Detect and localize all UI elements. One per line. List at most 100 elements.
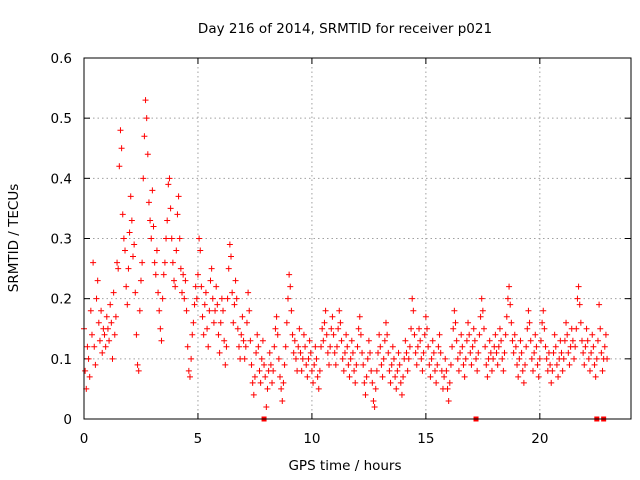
data-point (404, 367, 411, 374)
data-point (139, 259, 146, 266)
data-point (378, 361, 385, 368)
data-point (228, 253, 235, 260)
data-point (184, 343, 191, 350)
data-point (450, 325, 457, 332)
data-point (337, 319, 344, 326)
data-point (524, 325, 531, 332)
data-point (517, 337, 524, 344)
data-point (238, 331, 245, 338)
data-point (119, 211, 126, 218)
data-point (455, 367, 462, 374)
data-point (112, 313, 119, 320)
data-point (221, 337, 228, 344)
data-point (504, 295, 511, 302)
data-point (461, 373, 468, 380)
x-tick-label: 15 (417, 431, 434, 447)
data-point (531, 349, 538, 356)
data-point (257, 379, 264, 386)
data-point (153, 247, 160, 254)
data-point (149, 187, 156, 194)
data-point (156, 307, 163, 314)
data-point (476, 331, 483, 338)
data-point (592, 373, 599, 380)
data-point (302, 343, 309, 350)
data-point (209, 295, 216, 302)
data-point (142, 97, 149, 104)
data-point (516, 355, 523, 362)
data-point (460, 361, 467, 368)
data-point (585, 355, 592, 362)
data-point (278, 385, 285, 392)
data-point (230, 319, 237, 326)
data-point (457, 349, 464, 356)
data-point (212, 307, 219, 314)
data-point (137, 277, 144, 284)
data-point (360, 361, 367, 368)
data-point (353, 361, 360, 368)
data-point (580, 349, 587, 356)
data-point (134, 361, 141, 368)
data-point (157, 325, 164, 332)
data-point (540, 307, 547, 314)
data-point (135, 367, 142, 374)
data-point (318, 343, 325, 350)
data-point (262, 373, 269, 380)
data-point (506, 283, 513, 290)
data-point (582, 343, 589, 350)
data-point (152, 271, 159, 278)
data-point (267, 361, 274, 368)
data-point (468, 361, 475, 368)
data-point (256, 367, 263, 374)
data-point (549, 367, 556, 374)
data-point (326, 361, 333, 368)
data-point (431, 367, 438, 374)
data-point (239, 313, 246, 320)
data-point (101, 331, 108, 338)
data-point (410, 307, 417, 314)
data-point (593, 355, 600, 362)
data-points (81, 97, 611, 422)
data-point (341, 349, 348, 356)
data-point (425, 343, 432, 350)
data-point (451, 307, 458, 314)
data-point (197, 247, 204, 254)
data-point (313, 355, 320, 362)
data-point (216, 349, 223, 356)
data-point (235, 343, 242, 350)
data-point (266, 349, 273, 356)
data-point (271, 343, 278, 350)
data-point (179, 289, 186, 296)
data-point (555, 373, 562, 380)
data-point (414, 343, 421, 350)
data-point (396, 361, 403, 368)
data-point (548, 379, 555, 386)
data-point (158, 337, 165, 344)
data-point (226, 241, 233, 248)
data-point (583, 325, 590, 332)
data-point (371, 403, 378, 410)
data-point (242, 343, 249, 350)
data-point (322, 307, 329, 314)
data-point (232, 277, 239, 284)
data-point (559, 367, 566, 374)
data-point (561, 337, 568, 344)
y-tick-label: 0.1 (51, 352, 72, 368)
data-point (412, 349, 419, 356)
data-point (319, 325, 326, 332)
data-point (429, 337, 436, 344)
data-point (127, 193, 134, 200)
data-point (115, 265, 122, 272)
data-point (106, 337, 113, 344)
data-point (515, 373, 522, 380)
data-point (104, 325, 111, 332)
data-point (419, 367, 426, 374)
data-point (340, 367, 347, 374)
data-point (465, 319, 472, 326)
data-point (466, 331, 473, 338)
data-point (428, 355, 435, 362)
data-point (92, 361, 99, 368)
data-point (295, 343, 302, 350)
data-point (182, 277, 189, 284)
data-point (165, 181, 172, 188)
data-point (384, 331, 391, 338)
